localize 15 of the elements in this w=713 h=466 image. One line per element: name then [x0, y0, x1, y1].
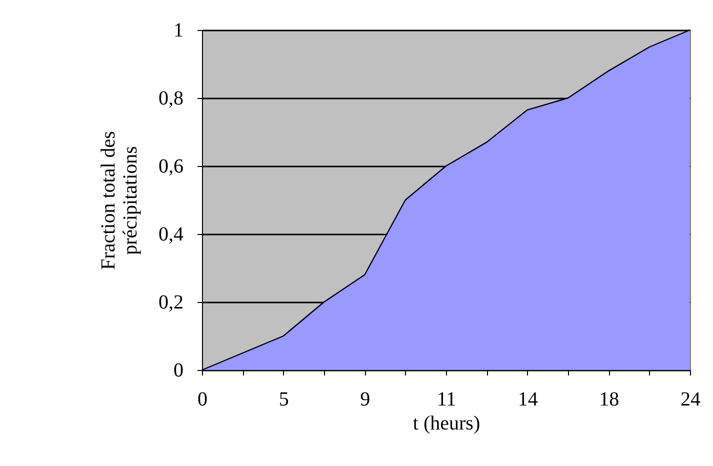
x-tick-label: 9	[360, 388, 370, 410]
y-tick-label: 0	[174, 360, 184, 382]
x-tick-label: 11	[436, 388, 456, 410]
x-tick-label: 18	[599, 388, 620, 410]
y-tick-label: 0,8	[158, 88, 184, 110]
y-tick-label: 0,4	[158, 224, 184, 246]
x-tick-label: 24	[680, 388, 700, 410]
x-axis-title: t (heurs)	[412, 412, 480, 434]
y-tick-label: 1	[174, 20, 184, 42]
y-tick-label: 0,6	[158, 156, 184, 178]
y-axis-title: Fraction total des précipitations	[98, 130, 142, 270]
x-tick-label: 5	[278, 388, 289, 410]
x-tick-label: 14	[518, 388, 538, 410]
x-tick-label: 0	[198, 388, 208, 410]
y-tick-label: 0,2	[158, 292, 184, 314]
